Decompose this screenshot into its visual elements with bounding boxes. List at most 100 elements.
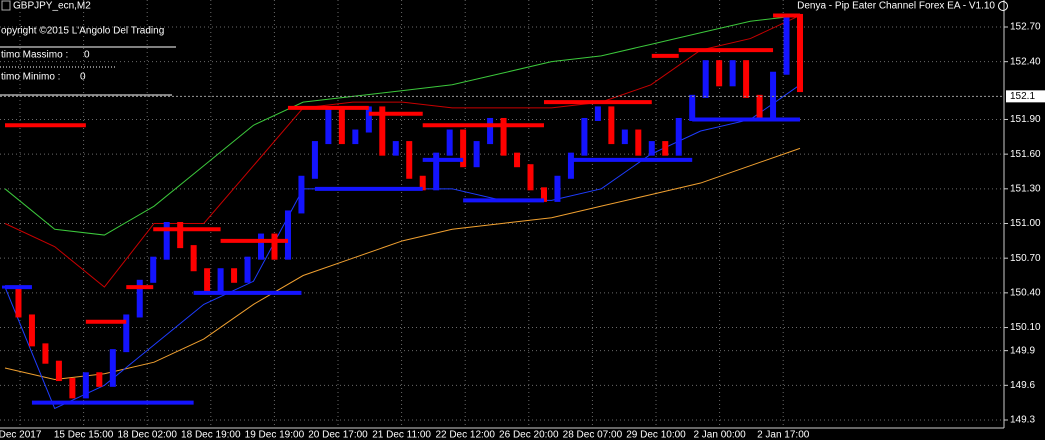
copyright: opyright ©2015 L'Angolo Del Trading — [1, 26, 164, 37]
x-tick-label: 26 Dec 20:00 — [499, 430, 559, 440]
renko-bar — [15, 285, 22, 318]
renko-bar — [743, 60, 750, 98]
x-tick-label: Dec 2017 — [0, 430, 42, 440]
renko-bar — [675, 117, 682, 156]
renko-bar — [554, 175, 561, 202]
renko-bar — [298, 175, 305, 214]
renko-bar — [190, 245, 197, 272]
y-tick-label: 151.00 — [1010, 218, 1041, 229]
renko-bar — [500, 117, 507, 156]
max-value: 0 — [84, 50, 90, 61]
marks — [0, 13, 1004, 410]
grid — [0, 0, 1008, 428]
renko-bar — [527, 164, 534, 191]
renko-bar — [716, 60, 723, 87]
y-tick-label: 152.40 — [1010, 56, 1041, 67]
x-tick-label: 2 Jan 00:00 — [693, 430, 746, 440]
renko-bar — [702, 60, 709, 98]
renko-bar — [689, 94, 696, 121]
renko-bar — [608, 106, 615, 145]
renko-bar — [797, 13, 803, 93]
renko-bar — [325, 106, 332, 145]
renko-bar — [635, 129, 642, 156]
y-tick-label: 149.3 — [1010, 415, 1035, 426]
y-tick-label: 149.6 — [1010, 380, 1035, 391]
renko-bar — [581, 117, 588, 156]
renko-bar — [514, 152, 521, 168]
renko-bar — [621, 129, 628, 145]
x-tick-label: 19 Dec 19:00 — [245, 430, 305, 440]
x-tick-label: 28 Dec 07:00 — [563, 430, 623, 440]
x-tick-label: 18 Dec 19:00 — [181, 430, 241, 440]
symbol-title: GBPJPY_ecn,M2 — [13, 1, 91, 12]
renko-bar — [487, 117, 494, 145]
renko-bar — [96, 372, 103, 387]
y-tick-label: 149.9 — [1010, 345, 1035, 356]
renko-bar — [729, 60, 736, 87]
y-tick-label: 152.70 — [1010, 22, 1041, 33]
renko-bar — [540, 187, 547, 202]
renko-bar — [177, 222, 184, 249]
y-tick-label: 150.10 — [1010, 322, 1041, 333]
renko-bar — [28, 314, 35, 347]
bid-label: 152.1 — [1010, 91, 1035, 102]
renko-bar — [204, 268, 211, 295]
ea-smiley — [998, 1, 1008, 11]
x-tick-label: 29 Dec 10:00 — [626, 430, 686, 440]
symbol-icon — [1, 0, 11, 11]
max-label: timo Massimo : — [1, 50, 68, 61]
renko-bar — [258, 233, 265, 260]
renko-bar — [271, 233, 278, 260]
x-tick-label: 15 Dec 15:00 — [54, 430, 114, 440]
renko-bar — [150, 256, 157, 283]
y-tick-label: 151.90 — [1010, 114, 1041, 125]
x-tick-label: 21 Dec 11:00 — [372, 430, 431, 440]
renko-bar — [648, 141, 655, 156]
renko-bar — [446, 129, 453, 156]
indicator-line — [4, 14, 801, 236]
x-tick-label: 2 Jan 17:00 — [757, 430, 810, 440]
renko-bar — [69, 378, 76, 399]
renko-bar — [311, 141, 318, 179]
renko-bar — [82, 372, 89, 399]
y-tick-label: 151.30 — [1010, 183, 1041, 194]
x-tick-label: 18 Dec 02:00 — [117, 430, 177, 440]
renko-bar — [338, 106, 345, 145]
renko-bar — [163, 222, 170, 260]
renko-bar — [419, 175, 426, 191]
indicator-line — [4, 147, 801, 381]
renko-bar — [783, 13, 790, 75]
renko-bar — [594, 106, 601, 121]
renko-bar — [379, 106, 386, 156]
renko-bar — [244, 256, 251, 283]
x-tick-label: 20 Dec 17:00 — [308, 430, 368, 440]
renko-bar — [231, 268, 238, 283]
renko-bar — [756, 94, 763, 121]
bid-box — [1006, 90, 1045, 103]
min-label: timo Minimo : — [1, 72, 60, 83]
x-tick-label: 22 Dec 12:00 — [435, 430, 495, 440]
renko-bar — [662, 141, 669, 156]
renko-bar — [217, 268, 224, 295]
renko-bar — [433, 152, 440, 191]
renko-bar — [123, 314, 130, 353]
y-tick-label: 150.40 — [1010, 287, 1041, 298]
renko-bar — [567, 152, 574, 179]
renko-bar — [365, 106, 372, 133]
ea-name: Denya - Pip Eater Channel Forex EA - V1.… — [797, 1, 995, 12]
min-value: 0 — [80, 72, 86, 83]
renko-bar — [352, 129, 359, 145]
renko-bar — [392, 141, 399, 156]
y-tick-label: 150.70 — [1010, 253, 1041, 264]
renko-bar — [136, 279, 143, 318]
renko-bar — [284, 210, 291, 260]
indicator-line — [4, 14, 801, 288]
renko-bar — [406, 141, 413, 179]
renko-bar — [460, 129, 467, 168]
y-tick-label: 151.60 — [1010, 149, 1041, 160]
renko-bar — [42, 343, 49, 364]
